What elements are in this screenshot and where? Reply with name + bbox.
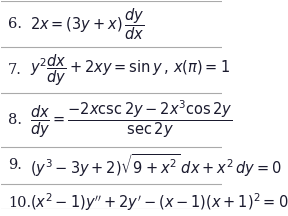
Text: 8.: 8. xyxy=(8,113,22,127)
Text: $(x^2 - 1)y'' + 2y' - (x-1)(x+1)^2 = 0$: $(x^2 - 1)y'' + 2y' - (x-1)(x+1)^2 = 0$ xyxy=(30,192,288,213)
Text: 10.: 10. xyxy=(8,195,31,210)
Text: $y^2\dfrac{dx}{dy} + 2xy = \sin y\,,\, x(\pi) = 1$: $y^2\dfrac{dx}{dy} + 2xy = \sin y\,,\, x… xyxy=(30,52,230,88)
Text: 6.: 6. xyxy=(8,17,22,31)
Text: $(y^3 - 3y + 2)\sqrt{9 + x^2}\,dx + x^2\,dy = 0$: $(y^3 - 3y + 2)\sqrt{9 + x^2}\,dx + x^2\… xyxy=(30,152,282,179)
Text: 7.: 7. xyxy=(8,63,22,77)
Text: 9.: 9. xyxy=(8,158,22,172)
Text: $\dfrac{dx}{dy} = \dfrac{-2x\csc 2y - 2x^3\cos 2y}{\sec 2y}$: $\dfrac{dx}{dy} = \dfrac{-2x\csc 2y - 2x… xyxy=(30,99,233,140)
Text: $2x = (3y + x)\,\dfrac{dy}{dx}$: $2x = (3y + x)\,\dfrac{dy}{dx}$ xyxy=(30,6,145,42)
